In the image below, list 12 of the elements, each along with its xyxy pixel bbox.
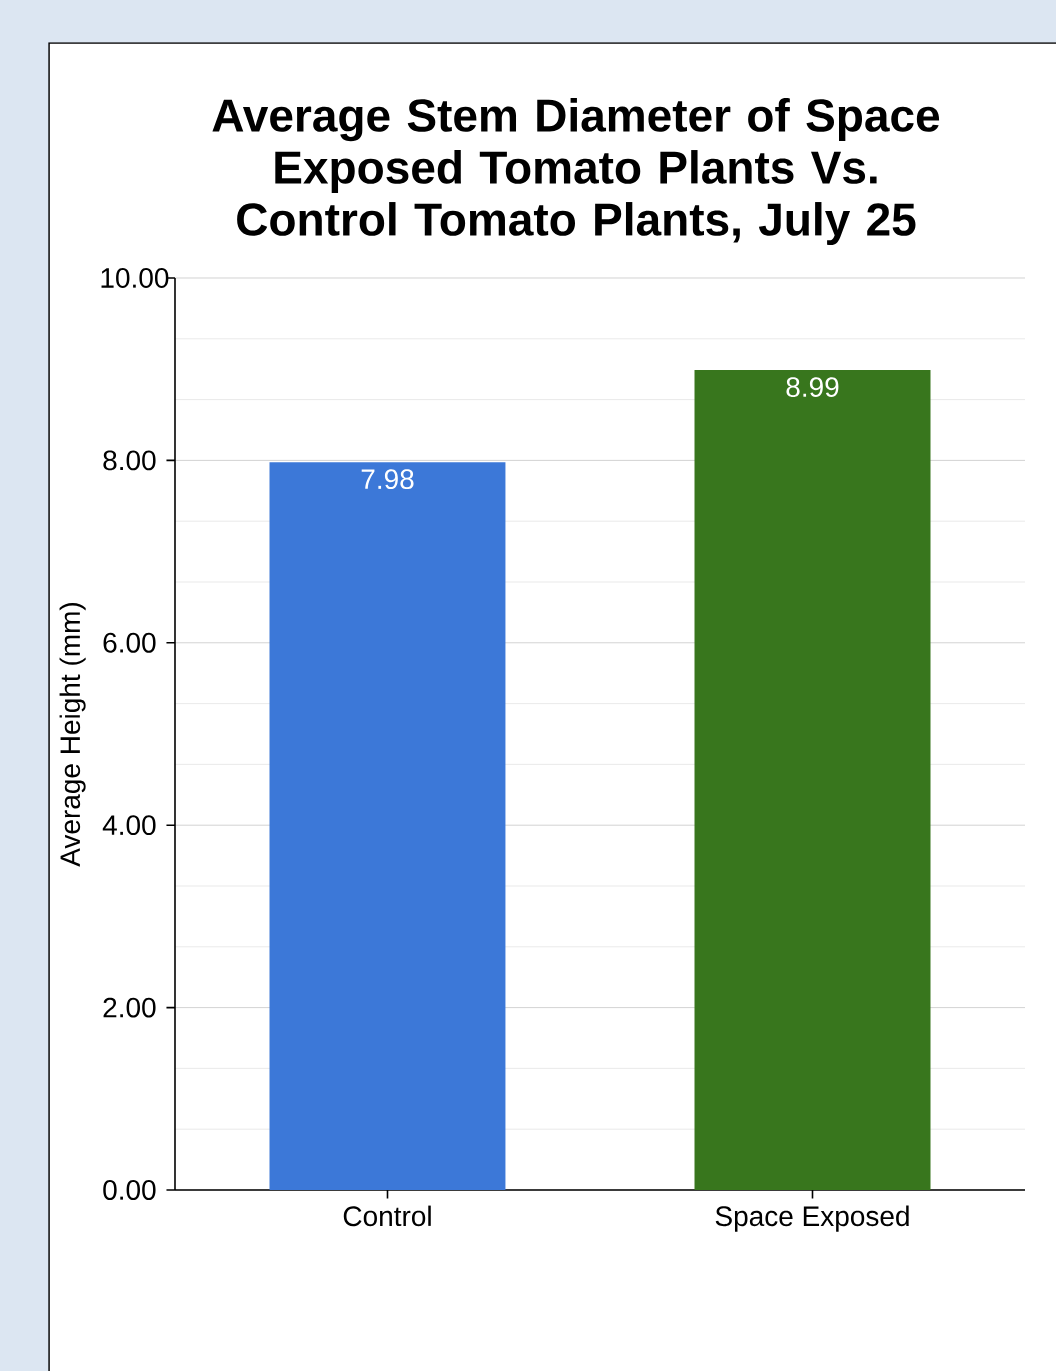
data-label: 8.99 xyxy=(786,377,839,397)
chart-title: Average Stem Diameter of Space Exposed Tomato Plants Vs. Control Tomato Plants, July 25 xyxy=(212,98,940,245)
y-tick-label: 6.00 xyxy=(103,632,156,653)
y-tick-label: 4.00 xyxy=(102,815,156,836)
data-label: 7.98 xyxy=(361,469,414,490)
x-tick-label: Control xyxy=(343,1205,431,1227)
y-tick-label: 0.00 xyxy=(103,1180,156,1200)
y-axis-title: Average Height (mm) xyxy=(59,602,86,867)
y-tick-label: 2.00 xyxy=(103,997,156,1018)
y-tick-label: 8.00 xyxy=(103,450,156,471)
y-tick-label: 10.00 xyxy=(101,268,169,288)
x-tick-label: Space Exposed xyxy=(715,1205,909,1232)
